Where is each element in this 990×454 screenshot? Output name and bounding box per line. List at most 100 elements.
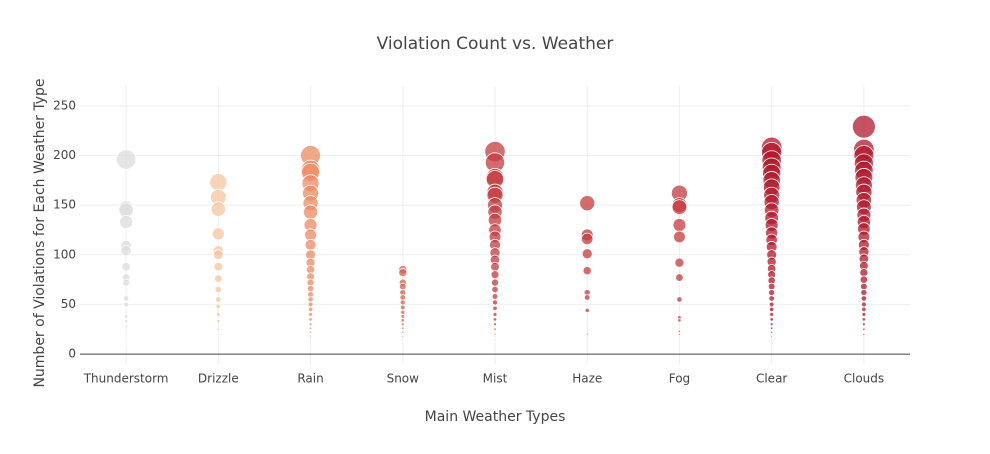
bubble [581, 232, 594, 246]
bubble [400, 304, 406, 311]
bubble [860, 289, 868, 297]
bubble [491, 299, 498, 306]
bubble [309, 334, 312, 338]
bubble [214, 285, 222, 294]
bubble [122, 295, 130, 302]
bubble [860, 282, 868, 291]
bubble [122, 278, 131, 287]
bubble [307, 306, 314, 313]
bubble [398, 282, 407, 291]
y-tick-label: 0 [68, 347, 76, 361]
bubble [492, 305, 498, 312]
bubble [303, 204, 319, 220]
bubble [671, 199, 688, 215]
bubble [852, 114, 876, 139]
bubble [861, 306, 867, 313]
bubble [768, 301, 775, 308]
bubble [492, 317, 498, 322]
x-tick-label: Clouds [844, 372, 885, 386]
bubble [211, 227, 225, 241]
bubble [862, 338, 866, 341]
y-axis-title: Number of Violations for Each Weather Ty… [32, 78, 48, 387]
bubble [307, 296, 314, 303]
bubble [583, 294, 591, 301]
x-tick-label: Mist [483, 372, 508, 386]
bubble [770, 330, 774, 334]
bubble [213, 261, 224, 272]
bubble [123, 314, 129, 319]
bubble [584, 307, 590, 313]
bubble [400, 318, 405, 323]
bubble [493, 338, 497, 341]
bubble [119, 214, 134, 230]
bubble [585, 332, 589, 336]
bubble [124, 319, 129, 324]
bubble [401, 326, 405, 330]
bubble [401, 334, 405, 338]
bubble [672, 218, 687, 232]
bubble [123, 301, 130, 308]
bubble [125, 339, 128, 342]
bubble [490, 261, 500, 272]
bubble [215, 311, 221, 317]
bubble [400, 309, 406, 315]
y-tick-label: 150 [53, 198, 76, 212]
bubble [215, 303, 222, 310]
bubble [861, 317, 867, 322]
bubble [491, 285, 499, 294]
bubble [214, 274, 223, 283]
bubble [401, 341, 404, 344]
bubble [400, 322, 405, 327]
x-tick-label: Clear [756, 372, 787, 386]
bubble [401, 339, 404, 342]
bubble [862, 332, 866, 336]
x-tick-label: Thunderstorm [83, 372, 169, 386]
x-tick-label: Fog [669, 372, 690, 386]
bubble [674, 257, 685, 268]
bubble [493, 332, 497, 336]
bubble [769, 322, 774, 327]
bubble [768, 289, 776, 297]
x-tick-label: Haze [572, 372, 602, 386]
y-tick-label: 200 [53, 148, 76, 162]
bubble [579, 195, 596, 212]
bubble [675, 273, 684, 282]
bubble [216, 332, 220, 336]
bubble [493, 322, 497, 327]
bubble [768, 295, 775, 302]
bubble [309, 330, 313, 334]
bubble [581, 248, 593, 260]
bubble [124, 330, 128, 334]
bubble [308, 326, 313, 330]
bubble [673, 230, 686, 244]
y-tick-label: 250 [53, 98, 76, 112]
bubble [124, 324, 128, 329]
bubble [860, 295, 868, 302]
bubble [212, 249, 224, 261]
bubble [769, 326, 774, 330]
bubble [398, 268, 408, 278]
bubble [860, 301, 867, 308]
bubble [769, 311, 775, 317]
bubble [216, 319, 221, 324]
bubble [209, 173, 228, 192]
x-tick-label: Rain [297, 372, 323, 386]
bubble [493, 327, 497, 331]
bubble [678, 332, 681, 336]
bubble [677, 329, 681, 333]
bubble [492, 311, 498, 317]
bubble [125, 343, 128, 346]
x-axis-title: Main Weather Types [425, 409, 566, 425]
bubble [862, 327, 866, 331]
bubble [493, 341, 496, 344]
bubble [308, 322, 313, 327]
bubble [401, 330, 405, 334]
bubble [306, 284, 315, 293]
bubble [124, 334, 128, 338]
bubble [217, 339, 220, 342]
bubble [120, 245, 132, 257]
bubble [861, 311, 867, 317]
bubble [215, 296, 222, 303]
bubble [308, 317, 313, 322]
